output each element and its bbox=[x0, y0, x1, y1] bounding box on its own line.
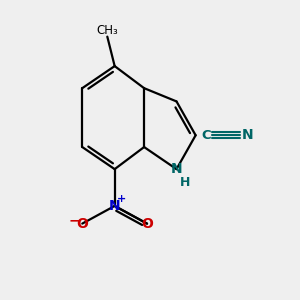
Text: N: N bbox=[171, 162, 182, 176]
Text: −: − bbox=[68, 214, 80, 228]
Text: +: + bbox=[116, 194, 126, 204]
Text: H: H bbox=[180, 176, 190, 189]
Text: CH₃: CH₃ bbox=[96, 24, 118, 37]
Text: O: O bbox=[141, 217, 153, 231]
Text: N: N bbox=[109, 199, 121, 213]
Text: O: O bbox=[76, 217, 88, 231]
Text: N: N bbox=[242, 128, 253, 142]
Text: C: C bbox=[201, 129, 211, 142]
